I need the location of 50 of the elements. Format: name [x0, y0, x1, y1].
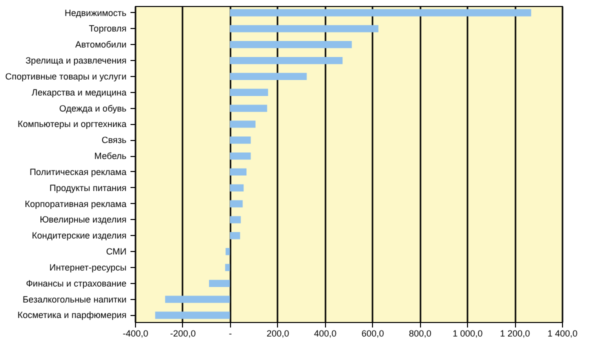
- bar: [230, 72, 307, 80]
- y-tick-label: Кондитерские изделия: [32, 230, 127, 241]
- y-tick-label: Безалкогольные напитки: [22, 294, 126, 304]
- bar: [230, 136, 251, 144]
- y-tick-label: Автомобили: [75, 40, 126, 50]
- bar: [209, 280, 230, 287]
- y-tick-label: Косметика и парфюмерия: [18, 310, 127, 320]
- y-tick-label: Зрелища и развлечения: [26, 56, 127, 66]
- bar: [225, 264, 230, 272]
- bar: [230, 232, 240, 240]
- y-tick-label: СМИ: [106, 246, 126, 257]
- bar: [230, 152, 251, 160]
- x-tick-label: 1 200,0: [500, 328, 530, 338]
- bar: [230, 25, 378, 32]
- bar: [230, 41, 352, 48]
- bar: [230, 104, 268, 112]
- bar: [165, 296, 230, 303]
- y-tick-label: Торговля: [88, 24, 127, 34]
- y-tick-label: Мебель: [94, 151, 127, 162]
- x-tick-label: -400,0: [122, 328, 148, 338]
- bar: [230, 9, 532, 16]
- y-tick-label: Политическая реклама: [30, 166, 126, 177]
- y-tick-label: Недвижимость: [64, 8, 127, 18]
- x-tick-label: -: [228, 328, 232, 338]
- y-tick-label: Связь: [102, 135, 127, 146]
- x-tick-label: 1 400,0: [547, 328, 578, 338]
- x-tick-label: 600,0: [361, 328, 384, 338]
- bar: [230, 88, 268, 96]
- y-tick-label: Продукты питания: [50, 182, 127, 193]
- x-tick-label: 400,0: [314, 328, 337, 338]
- x-tick-label: 800,0: [408, 328, 432, 338]
- y-tick-label: Лекарства и медицина: [32, 87, 126, 98]
- y-tick-label: Интернет-ресурсы: [49, 262, 126, 272]
- x-tick-label: -200,0: [170, 328, 196, 338]
- y-tick-label: Ювелирные изделия: [40, 214, 127, 225]
- bar: [226, 248, 230, 256]
- bar: [230, 168, 246, 176]
- bar: [155, 312, 230, 319]
- y-tick-label: Спортивные товары и услуги: [5, 71, 126, 82]
- y-tick-label: Одежда и обувь: [59, 103, 127, 114]
- y-tick-label: Корпоративная реклама: [24, 198, 126, 209]
- x-tick-label: 1 000,0: [452, 328, 483, 338]
- y-tick-label: Финансы и страхование: [26, 278, 126, 288]
- bar: [230, 56, 343, 64]
- bar: [230, 216, 241, 224]
- bar: [230, 120, 256, 128]
- bar: [230, 200, 243, 208]
- y-tick-label: Компьютеры и оргтехника: [18, 119, 126, 130]
- x-tick-label: 200,0: [266, 328, 290, 338]
- bar: [230, 184, 244, 192]
